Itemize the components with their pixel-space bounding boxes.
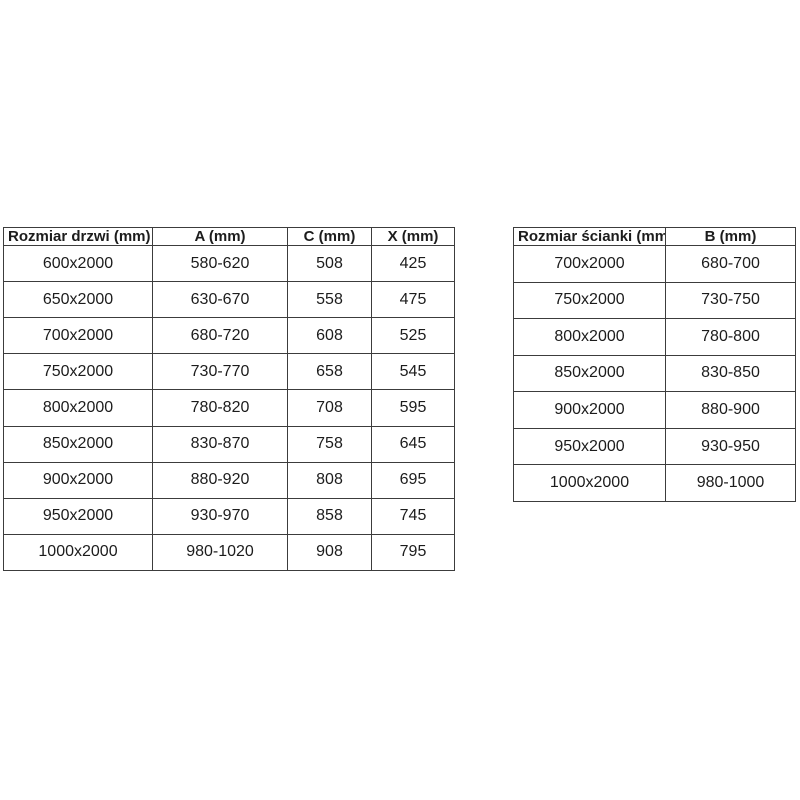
table-cell: 700x2000 <box>513 245 666 283</box>
table-cell: 608 <box>287 317 372 355</box>
table-cell: 980-1000 <box>665 464 796 502</box>
table-cell: 850x2000 <box>513 354 666 393</box>
column-header: C (mm) <box>287 227 372 246</box>
table-cell: 545 <box>371 353 455 391</box>
door-sizes-table: Rozmiar drzwi (mm) A (mm) C (mm) X (mm) 600x… <box>3 227 455 572</box>
table-row: 950x2000 930-970 858 745 <box>3 497 455 535</box>
table-cell: 880-900 <box>665 391 796 429</box>
table-cell: 830-870 <box>152 425 288 463</box>
table-cell: 695 <box>371 461 455 499</box>
table-row: 650x2000 630-670 558 475 <box>3 281 455 319</box>
table-cell: 525 <box>371 317 455 355</box>
table-row: 1000x2000 980-1020 908 795 <box>3 533 455 572</box>
table-row: 900x2000 880-900 <box>513 391 796 429</box>
wall-panel-sizes-table: Rozmiar ścianki (mm) B (mm) 700x2000 680-70… <box>513 227 796 502</box>
table-cell: 950x2000 <box>513 427 666 466</box>
table-cell: 750x2000 <box>3 353 153 391</box>
table-cell: 658 <box>287 353 372 391</box>
table-cell: 1000x2000 <box>3 533 153 572</box>
header-row: Rozmiar drzwi (mm) A (mm) C (mm) X (mm) <box>3 227 455 246</box>
table-cell: 580-620 <box>152 244 288 283</box>
table-cell: 558 <box>287 281 372 319</box>
table-row: 700x2000 680-720 608 525 <box>3 317 455 355</box>
table-cell: 800x2000 <box>3 389 153 427</box>
table-row: 700x2000 680-700 <box>513 245 796 283</box>
column-header: X (mm) <box>371 227 455 246</box>
table-row: 950x2000 930-950 <box>513 427 796 466</box>
table-cell: 680-720 <box>152 317 288 355</box>
table-cell: 758 <box>287 425 372 463</box>
table-cell: 508 <box>287 244 372 283</box>
table-cell: 930-970 <box>152 497 288 535</box>
table-cell: 830-850 <box>665 354 796 393</box>
table-cell: 645 <box>371 425 455 463</box>
table-row: 900x2000 880-920 808 695 <box>3 461 455 499</box>
table-cell: 708 <box>287 389 372 427</box>
table-row: 1000x2000 980-1000 <box>513 464 796 502</box>
table-cell: 900x2000 <box>513 391 666 429</box>
header-row: Rozmiar ścianki (mm) B (mm) <box>513 227 796 246</box>
table-cell: 700x2000 <box>3 317 153 355</box>
column-header: A (mm) <box>152 227 288 246</box>
table-cell: 745 <box>371 497 455 535</box>
table-cell: 780-820 <box>152 389 288 427</box>
table-cell: 808 <box>287 461 372 499</box>
table-cell: 900x2000 <box>3 461 153 499</box>
table-cell: 850x2000 <box>3 425 153 463</box>
table-cell: 750x2000 <box>513 281 666 320</box>
table-cell: 780-800 <box>665 318 796 356</box>
column-header: Rozmiar drzwi (mm) <box>3 227 153 246</box>
table-cell: 980-1020 <box>152 533 288 572</box>
table-row: 800x2000 780-800 <box>513 318 796 356</box>
table-cell: 908 <box>287 533 372 572</box>
table-row: 750x2000 730-750 <box>513 281 796 320</box>
table-cell: 600x2000 <box>3 244 153 283</box>
table-row: 850x2000 830-870 758 645 <box>3 425 455 463</box>
table-cell: 650x2000 <box>3 281 153 319</box>
table-cell: 795 <box>371 533 455 572</box>
table-cell: 595 <box>371 389 455 427</box>
table-row: 800x2000 780-820 708 595 <box>3 389 455 427</box>
table-row: 750x2000 730-770 658 545 <box>3 353 455 391</box>
column-header: Rozmiar ścianki (mm) <box>513 227 666 246</box>
table-cell: 800x2000 <box>513 318 666 356</box>
table-cell: 475 <box>371 281 455 319</box>
table-cell: 425 <box>371 244 455 283</box>
table-cell: 630-670 <box>152 281 288 319</box>
table-row: 600x2000 580-620 508 425 <box>3 244 455 283</box>
table-cell: 950x2000 <box>3 497 153 535</box>
table-cell: 930-950 <box>665 427 796 466</box>
table-cell: 730-770 <box>152 353 288 391</box>
table-cell: 880-920 <box>152 461 288 499</box>
column-header: B (mm) <box>665 227 796 246</box>
table-cell: 680-700 <box>665 245 796 283</box>
table-cell: 1000x2000 <box>513 464 666 502</box>
table-cell: 730-750 <box>665 281 796 320</box>
table-row: 850x2000 830-850 <box>513 354 796 393</box>
table-cell: 858 <box>287 497 372 535</box>
